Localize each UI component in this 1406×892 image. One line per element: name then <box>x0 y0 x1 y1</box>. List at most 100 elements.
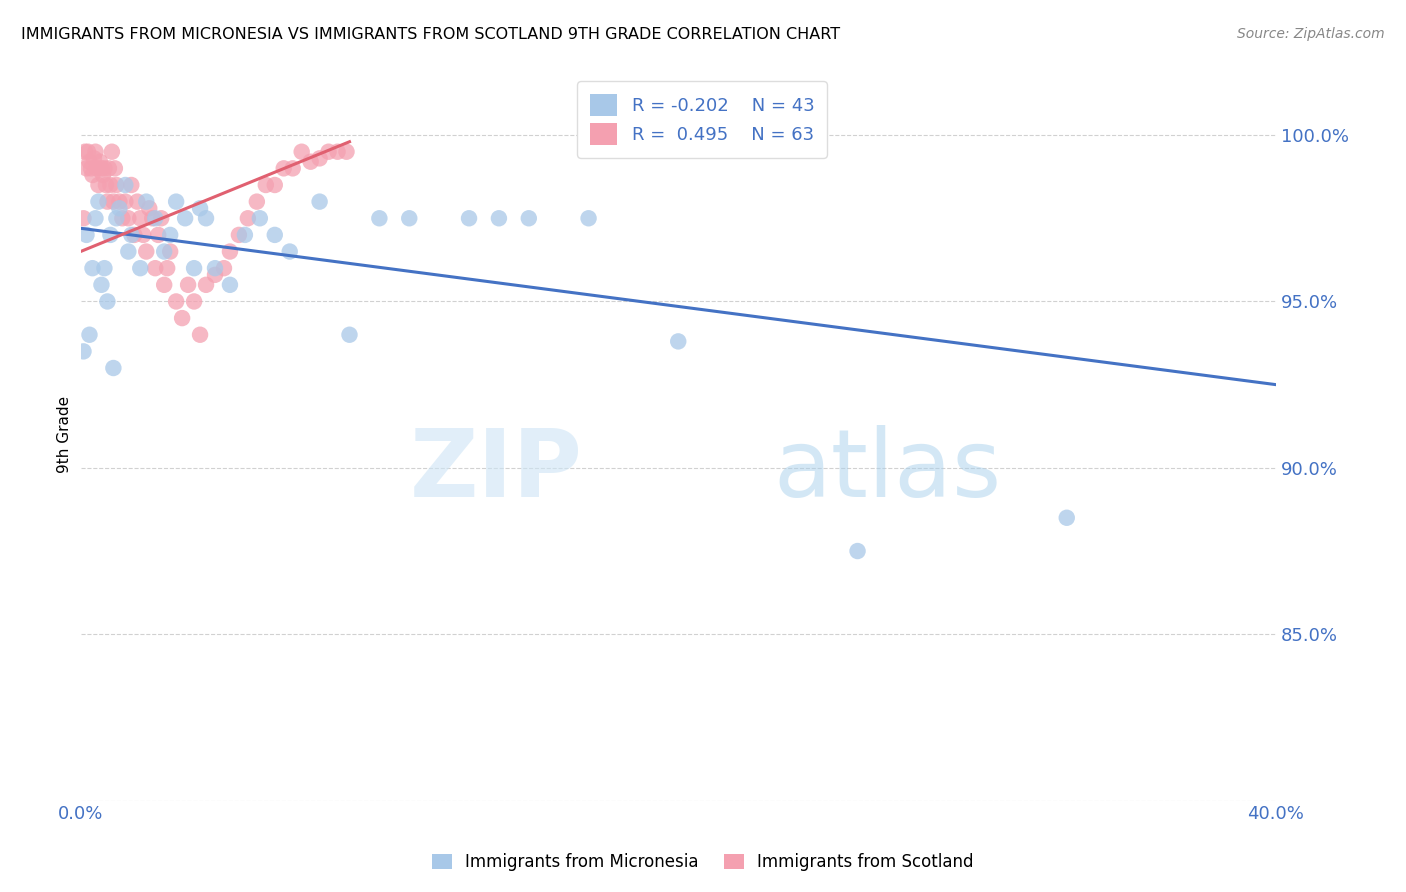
Point <box>124 227 146 242</box>
Point <box>273 161 295 176</box>
Point <box>291 145 314 159</box>
Point <box>188 202 211 216</box>
Point <box>398 211 420 226</box>
Point <box>82 261 104 276</box>
Point <box>666 334 689 349</box>
Point <box>318 145 340 159</box>
Point <box>165 194 187 209</box>
Point <box>96 194 118 209</box>
Legend: R = -0.202    N = 43, R =  0.495    N = 63: R = -0.202 N = 43, R = 0.495 N = 63 <box>578 81 827 158</box>
Point <box>143 261 166 276</box>
Point <box>204 268 226 282</box>
Point <box>159 227 181 242</box>
Point <box>129 211 152 226</box>
Point <box>108 202 131 216</box>
Point <box>212 261 235 276</box>
Point <box>73 145 96 159</box>
Point <box>153 244 176 259</box>
Point <box>254 178 277 192</box>
Point <box>129 261 152 276</box>
Point <box>103 361 125 376</box>
Point <box>458 211 481 226</box>
Text: atlas: atlas <box>773 425 1002 517</box>
Point <box>87 178 110 192</box>
Point <box>219 277 242 292</box>
Point <box>517 211 540 226</box>
Legend: Immigrants from Micronesia, Immigrants from Scotland: Immigrants from Micronesia, Immigrants f… <box>423 845 983 880</box>
Point <box>165 294 187 309</box>
Point <box>132 227 155 242</box>
Point <box>127 194 149 209</box>
Point <box>249 211 271 226</box>
Point <box>100 227 122 242</box>
Point <box>236 211 259 226</box>
Point <box>72 211 94 226</box>
Point <box>308 152 330 166</box>
Point <box>159 244 181 259</box>
Point <box>93 261 115 276</box>
Point <box>326 145 349 159</box>
Point <box>101 145 124 159</box>
Text: IMMIGRANTS FROM MICRONESIA VS IMMIGRANTS FROM SCOTLAND 9TH GRADE CORRELATION CHA: IMMIGRANTS FROM MICRONESIA VS IMMIGRANTS… <box>21 27 841 42</box>
Point <box>80 161 103 176</box>
Point <box>308 194 330 209</box>
Point <box>183 261 205 276</box>
Point <box>188 327 211 342</box>
Point <box>1056 510 1078 524</box>
Point <box>156 261 179 276</box>
Point <box>846 544 869 558</box>
Point <box>281 161 304 176</box>
Point <box>117 244 139 259</box>
Point <box>89 154 111 169</box>
Point <box>90 161 112 176</box>
Point <box>153 277 176 292</box>
Point <box>263 178 285 192</box>
Point <box>339 327 361 342</box>
Point <box>104 161 127 176</box>
Y-axis label: 9th Grade: 9th Grade <box>58 396 72 473</box>
Point <box>219 244 242 259</box>
Point <box>177 277 200 292</box>
Point <box>79 327 101 342</box>
Point <box>77 145 100 159</box>
Point <box>87 194 110 209</box>
Point <box>135 194 157 209</box>
Point <box>150 211 173 226</box>
Point <box>120 178 142 192</box>
Point <box>97 161 120 176</box>
Point <box>82 168 104 182</box>
Point <box>174 211 197 226</box>
Point <box>100 178 122 192</box>
Point <box>90 277 112 292</box>
Point <box>183 294 205 309</box>
Point <box>96 294 118 309</box>
Point <box>488 211 510 226</box>
Text: ZIP: ZIP <box>409 425 582 517</box>
Point <box>86 161 108 176</box>
Point <box>141 211 163 226</box>
Point <box>105 178 128 192</box>
Point <box>72 344 94 359</box>
Point <box>120 227 142 242</box>
Point <box>111 211 134 226</box>
Point <box>114 178 136 192</box>
Point <box>299 154 322 169</box>
Point <box>114 194 136 209</box>
Point <box>84 211 107 226</box>
Point <box>76 227 98 242</box>
Point <box>368 211 391 226</box>
Point <box>335 145 357 159</box>
Point <box>195 277 218 292</box>
Point <box>263 227 285 242</box>
Point <box>79 154 101 169</box>
Point <box>143 211 166 226</box>
Point <box>91 168 114 182</box>
Point <box>84 145 107 159</box>
Point <box>172 311 194 326</box>
Point <box>105 211 128 226</box>
Point <box>278 244 301 259</box>
Point <box>93 161 115 176</box>
Point <box>204 261 226 276</box>
Point <box>233 227 256 242</box>
Point <box>83 152 105 166</box>
